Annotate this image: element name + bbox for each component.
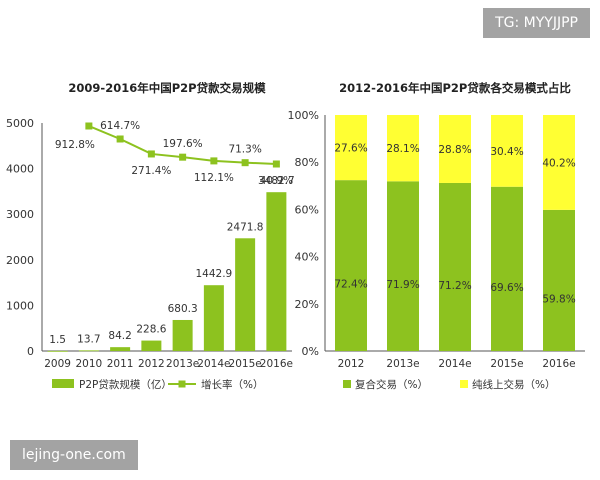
y-tick-label-right: 60%	[295, 203, 319, 216]
stacked-bar-composite	[335, 180, 367, 351]
legend-swatch-online	[460, 380, 468, 388]
growth-value-label: 71.3%	[228, 144, 261, 156]
stacked-value-label: 69.6%	[490, 282, 523, 294]
y-tick-label-right: 80%	[295, 156, 319, 169]
x-tick-label-right: 2015e	[490, 358, 523, 370]
y-tick-label-right: 100%	[288, 109, 319, 122]
stacked-bar-composite	[491, 186, 523, 351]
growth-line-marker	[179, 153, 187, 161]
x-tick-label-left: 2013e	[166, 358, 199, 370]
x-tick-label-left: 2016e	[260, 358, 293, 370]
watermark-tg: TG: MYYJJPP	[483, 8, 590, 38]
growth-value-label: 197.6%	[163, 138, 203, 150]
growth-line-marker	[85, 122, 93, 130]
stacked-bar-online	[543, 115, 575, 210]
growth-line-marker	[210, 157, 218, 165]
stacked-value-label: 59.8%	[542, 293, 575, 305]
stacked-bar-online	[439, 115, 471, 183]
growth-line-marker	[241, 159, 249, 167]
x-tick-label-right: 2013e	[386, 358, 419, 370]
watermark-site: lejing-one.com	[10, 440, 138, 470]
legend-swatch-composite	[343, 380, 351, 388]
stacked-value-label: 28.1%	[386, 143, 419, 155]
stacked-bar-composite	[387, 181, 419, 351]
chart-title-left: 2009-2016年中国P2P贷款交易规模	[68, 81, 266, 95]
stacked-value-label: 27.6%	[334, 143, 367, 155]
y-tick-label-right: 0%	[302, 345, 319, 358]
y-tick-label-left: 3000	[6, 208, 34, 221]
stacked-bar-online	[335, 115, 367, 181]
bar-value-label-left: 84.2	[108, 330, 131, 342]
chart-title-right: 2012-2016年中国P2P贷款各交易模式占比	[339, 81, 571, 95]
x-tick-label-right: 2012	[338, 358, 365, 370]
stacked-bar-online	[387, 115, 419, 182]
x-tick-label-left: 2015e	[229, 358, 262, 370]
stacked-value-label: 30.4%	[490, 146, 523, 158]
stacked-bar-online	[491, 115, 523, 187]
bar-value-label-left: 13.7	[77, 333, 100, 345]
x-tick-label-left: 2009	[44, 358, 71, 370]
growth-value-label: 912.8%	[55, 139, 95, 151]
bar-left	[172, 319, 193, 351]
growth-value-label: 112.1%	[194, 172, 234, 184]
legend-swatch-line-marker	[178, 380, 186, 388]
y-tick-label-right: 40%	[295, 251, 319, 264]
bar-left	[141, 340, 162, 351]
growth-line-marker	[116, 135, 124, 143]
bar-left	[266, 192, 287, 351]
x-tick-label-right: 2016e	[542, 358, 575, 370]
growth-value-label: 40.9%	[260, 175, 293, 187]
bar-left	[78, 350, 99, 352]
bar-value-label-left: 1.5	[49, 334, 66, 346]
growth-line-marker	[147, 150, 155, 158]
stacked-value-label: 40.2%	[542, 157, 575, 169]
stacked-value-label: 28.8%	[438, 144, 471, 156]
x-tick-label-left: 2010	[76, 358, 103, 370]
bar-value-label-left: 1442.9	[196, 268, 233, 280]
legend-label-line: 增长率（%）	[201, 378, 263, 391]
bar-left	[235, 238, 256, 351]
growth-line-marker	[272, 160, 280, 168]
legend-label-composite: 复合交易（%）	[355, 378, 428, 391]
bar-left	[203, 285, 224, 351]
x-tick-label-left: 2014e	[197, 358, 230, 370]
y-tick-label-right: 20%	[295, 298, 319, 311]
stacked-value-label: 71.9%	[386, 279, 419, 291]
y-tick-label-left: 1000	[6, 299, 34, 312]
stacked-value-label: 71.2%	[438, 280, 471, 292]
y-tick-label-left: 0	[27, 345, 34, 358]
stacked-bar-composite	[543, 209, 575, 351]
bar-left	[110, 347, 131, 351]
growth-value-label: 614.7%	[100, 120, 140, 132]
y-tick-label-left: 2000	[6, 254, 34, 267]
y-tick-label-left: 4000	[6, 163, 34, 176]
stacked-bar-composite	[439, 182, 471, 351]
legend-label-online: 纯线上交易（%）	[472, 378, 555, 391]
x-tick-label-left: 2011	[107, 358, 134, 370]
legend-label-bar: P2P贷款规模（亿）	[79, 378, 172, 391]
growth-value-label: 271.4%	[131, 165, 171, 177]
bar-value-label-left: 2471.8	[227, 221, 264, 233]
bar-left	[47, 350, 68, 352]
bar-value-label-left: 680.3	[168, 303, 198, 315]
x-tick-label-left: 2012	[138, 358, 165, 370]
y-tick-label-left: 5000	[6, 117, 34, 130]
x-tick-label-right: 2014e	[438, 358, 471, 370]
stacked-value-label: 72.4%	[334, 279, 367, 291]
legend-swatch-bar	[52, 379, 74, 388]
bar-value-label-left: 228.6	[136, 324, 166, 336]
bar-value-label-left: 3482.7	[258, 175, 295, 187]
